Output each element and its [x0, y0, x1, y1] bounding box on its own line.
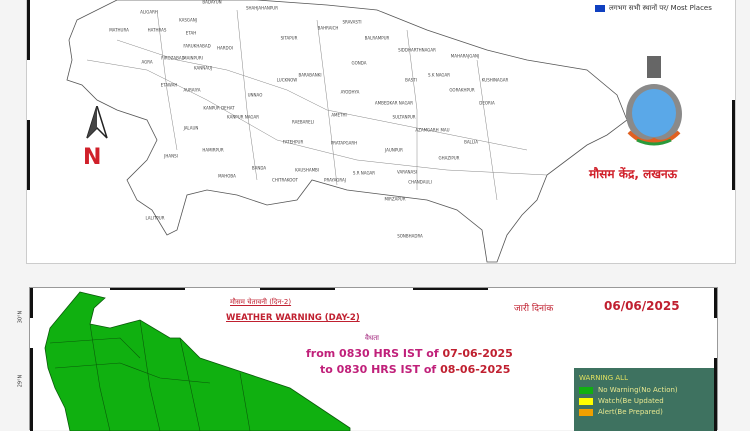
district-label: FARUKHABAD	[183, 43, 211, 49]
district-label: GHAZIPUR	[438, 155, 460, 161]
district-label: AMETHI	[331, 112, 347, 118]
district-label: UNNAO	[247, 92, 263, 98]
north-arrow-icon	[86, 106, 108, 139]
district-label: VARANASI	[396, 169, 418, 175]
legend-item: Watch(Be Updated	[579, 397, 709, 405]
district-label: AYODHYA	[340, 89, 360, 95]
legend-most-places: लगभग सभी स्थानों पर/ Most Places	[595, 4, 712, 13]
lat-label-30: 30°N	[17, 310, 24, 324]
district-label: KASGANJ	[179, 17, 197, 23]
district-label: MAINPURI	[183, 55, 203, 61]
district-label: SRAVASTI	[342, 19, 362, 25]
district-label: SITAPUR	[280, 35, 298, 41]
district-label: PRAYAGRAJ	[324, 177, 346, 183]
district-label: SULTANPUR	[392, 114, 416, 120]
district-label: HARDOI	[217, 45, 233, 51]
district-label: ALIGARH	[140, 9, 158, 15]
district-label: KUSHINAGAR	[481, 77, 509, 83]
district-label: FIROZABAD	[161, 55, 185, 61]
district-label: BANDA	[251, 165, 267, 171]
office-label: मौसम केंद्र, लखनऊ	[589, 167, 678, 181]
lat-label-29: 29°N	[17, 374, 24, 388]
district-label: BAHRAICH	[317, 25, 339, 31]
district-label: BALRAMPUR	[364, 35, 390, 41]
district-label: KANNAUJ	[193, 65, 213, 71]
validity-from: from 0830 HRS IST of 07-06-2025	[306, 347, 513, 360]
district-label: ETAWAH	[160, 82, 178, 88]
district-label: KAUSHAMBI	[295, 167, 319, 173]
district-label: MAHARAJGANJ	[450, 53, 480, 59]
district-label: S.R NAGAR	[352, 170, 376, 176]
district-label: CHITRAKOOT	[272, 177, 298, 183]
district-label: BADAYUN	[202, 0, 222, 5]
district-label: LALITPUR	[145, 215, 165, 221]
district-label: ETAH	[185, 30, 197, 36]
warning-map-panel: 30°N 29°N मौसम चेतावनी (दिन-2) WEATHER W…	[17, 287, 718, 431]
legend-swatch	[579, 408, 593, 416]
district-label: PRATAPGARH	[330, 140, 358, 146]
legend-swatch	[579, 397, 593, 405]
district-label: DEORIA	[479, 100, 495, 106]
legend-item: No Warning(No Action)	[579, 386, 709, 394]
issued-label: जारी दिनांक	[514, 304, 554, 314]
uttar-pradesh-outline	[66, 0, 628, 263]
legend-title: WARNING ALL	[579, 374, 628, 382]
legend-label: Alert(Be Prepared)	[598, 408, 663, 416]
district-label: MAHOBA	[218, 173, 236, 179]
district-label: HATHRAS	[147, 27, 167, 33]
district-label: JHANSI	[164, 153, 178, 159]
district-label: JAUNPUR	[385, 147, 403, 153]
district-label: SHAHJAHANPUR	[246, 5, 278, 11]
district-label: S.K NAGAR	[428, 72, 450, 78]
warning-title: WEATHER WARNING (DAY-2)	[226, 313, 360, 323]
legend-swatch	[595, 5, 605, 12]
north-label: N	[83, 145, 102, 170]
district-label: BARABANKI	[298, 72, 322, 78]
district-label: BASTI	[405, 77, 417, 83]
legend-label: No Warning(No Action)	[598, 386, 678, 394]
warning-map-shape	[44, 291, 351, 431]
district-label: GORAKHPUR	[449, 87, 475, 93]
district-label: AGRA	[141, 59, 153, 65]
validity-label: वैधता	[365, 334, 379, 342]
district-label: KANPUR DEHAT	[203, 105, 235, 111]
district-label: LUCKNOW	[276, 77, 298, 83]
imd-emblem-logo	[626, 56, 682, 146]
district-label: AMBEDKAR NAGAR	[374, 100, 414, 106]
district-label: FATEHPUR	[282, 139, 304, 145]
district-label: MAU	[440, 127, 450, 133]
issued-date: 06/06/2025	[604, 299, 680, 313]
legend-swatch	[579, 386, 593, 394]
district-label: KANPUR NAGAR	[227, 114, 259, 120]
warning-legend: WARNING ALL No Warning(No Action) Watch(B…	[574, 368, 714, 431]
validity-to: to 0830 HRS IST of 08-06-2025	[320, 363, 511, 376]
district-label: JALAUN	[183, 125, 199, 131]
district-label: SONBHADRA	[397, 233, 423, 239]
district-label: AZAMGARH	[415, 127, 439, 133]
district-label: MATHURA	[109, 27, 129, 33]
district-label: GONDA	[351, 60, 367, 66]
legend-item: Alert(Be Prepared)	[579, 408, 709, 416]
district-label: SIDDHARTHNAGAR	[398, 47, 436, 53]
district-map-panel: ALIGARH BADAYUN SHAHJAHANPUR SRAVASTI BALRAM…	[26, 0, 736, 264]
title-hindi: मौसम चेतावनी (दिन-2)	[230, 298, 292, 306]
district-label: CHANDAULI	[408, 179, 432, 185]
district-label: RAEBARELI	[291, 119, 315, 125]
district-label: MIRZAPUR	[384, 196, 406, 202]
legend-label: Watch(Be Updated	[598, 397, 664, 405]
district-label: HAMIRPUR	[202, 147, 224, 153]
district-label: BALLIA	[464, 139, 478, 145]
district-label: AURAIYA	[183, 87, 201, 93]
